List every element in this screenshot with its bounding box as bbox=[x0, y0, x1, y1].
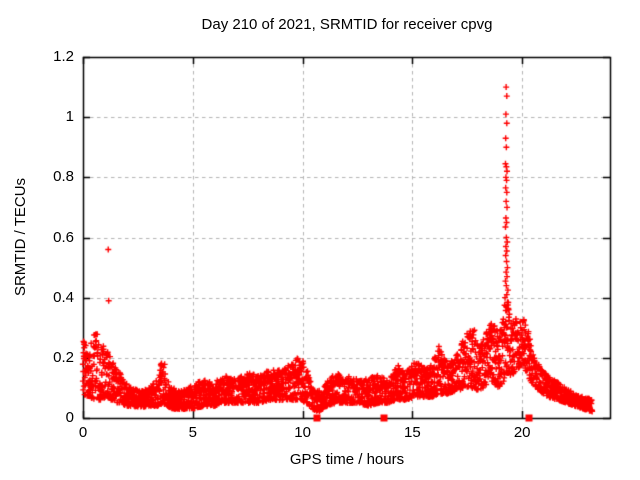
x-tick-label: 5 bbox=[188, 424, 197, 441]
x-tick-label: 10 bbox=[294, 424, 311, 441]
y-tick-label: 0.4 bbox=[53, 288, 74, 306]
x-tick-label: 15 bbox=[404, 424, 421, 441]
x-axis-label: GPS time / hours bbox=[289, 451, 405, 468]
x-tick-label: 20 bbox=[513, 424, 531, 441]
y-tick-label: 0.6 bbox=[53, 228, 74, 246]
y-tick-label: 0 bbox=[65, 409, 74, 426]
y-tick-label: 0.2 bbox=[53, 348, 74, 366]
y-tick-label: 1 bbox=[65, 108, 74, 126]
y-tick-label: 0.8 bbox=[53, 168, 74, 186]
y-tick-label: 1.2 bbox=[53, 48, 74, 65]
chart-title: Day 210 of 2021, SRMTID for receiver cpv… bbox=[201, 16, 493, 33]
x-tick-label: 0 bbox=[78, 424, 88, 441]
